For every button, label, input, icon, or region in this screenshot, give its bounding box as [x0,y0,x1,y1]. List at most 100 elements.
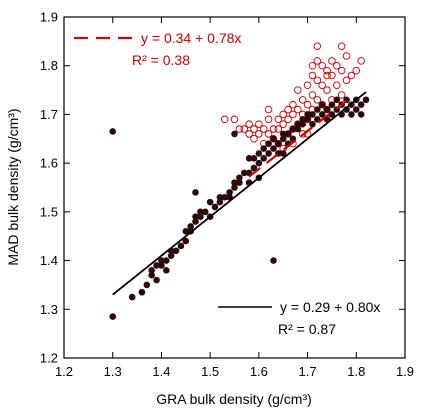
filled-point-76 [333,96,341,104]
x-tick-label-5: 1.7 [299,364,317,379]
filled-point-47 [265,150,272,157]
open-point-29 [294,86,302,94]
open-point-34 [298,130,307,138]
x-tick-label-0: 1.2 [55,364,73,379]
filled-point-3 [138,288,146,296]
filled-point-86 [357,111,365,118]
plot-frame [63,16,406,359]
open-point-43 [313,76,322,85]
axis-ticks: 1.2 1.3 1.4 1.5 1.6 1.7 1.8 1.9 1.2 1.3 1.4 1.5 1.6 1… [40,10,414,380]
legend-red-r2: R² = 0.38 [132,52,190,68]
open-point-59 [342,52,351,60]
open-point-48 [323,66,331,75]
y-tick-label-4: 1.6 [40,156,58,171]
open-point-62 [352,66,361,75]
open-point-7 [250,135,258,143]
black-fit-line [112,91,367,296]
filled-point-11 [163,267,170,274]
open-point-8 [255,120,263,128]
filled-point-20 [187,223,194,230]
open-point-1 [230,115,239,124]
open-point-55 [333,81,341,89]
filled-point-89 [245,154,253,162]
filled-point-69 [318,111,326,118]
filled-point-35 [231,179,238,186]
filled-point-63 [304,116,311,123]
x-tick-label-2: 1.4 [152,364,170,379]
open-point-16 [274,115,283,124]
filled-point-9 [158,262,165,269]
filled-point-61 [299,120,307,128]
filled-point-5 [148,271,155,279]
y-tick-label-5: 1.7 [40,107,58,122]
filled-point-74 [328,111,336,118]
filled-point-54 [279,130,287,138]
open-point-58 [337,91,346,99]
filled-point-4 [143,281,151,289]
filled-point-44 [255,150,263,157]
filled-point-22 [192,213,199,221]
open-point-20 [279,120,287,128]
y-tick-label-7: 1.9 [40,10,58,25]
filled-point-64 [304,111,311,118]
filled-point-90 [270,257,277,264]
filled-point-15 [172,247,180,255]
filled-point-70 [318,101,326,108]
x-tick-label-6: 1.8 [347,364,365,379]
open-point-25 [289,100,297,109]
filled-point-53 [279,135,287,143]
open-point-5 [245,120,253,128]
x-tick-label-7: 1.9 [396,364,414,379]
open-point-51 [328,57,336,65]
open-point-39 [308,71,317,80]
open-point-45 [318,61,326,70]
filled-point-66 [309,120,316,128]
filled-point-31 [221,193,229,201]
open-point-42 [313,57,322,65]
filled-point-60 [294,120,302,128]
filled-point-67 [314,106,321,113]
open-point-30 [294,105,302,114]
filled-point-46 [260,145,268,152]
open-point-26 [289,110,297,119]
filled-point-29 [216,198,224,206]
filled-point-12 [163,257,170,264]
filled-point-10 [158,257,165,264]
filled-point-17 [182,237,190,245]
open-point-54 [333,61,341,70]
x-tick-label-1: 1.3 [104,364,122,379]
legend-red-equation: y = 0.34 + 0.78x [141,30,241,46]
filled-point-24 [197,208,204,216]
filled-point-65 [309,111,316,118]
open-point-13 [264,130,273,138]
filled-circle-series [109,96,370,320]
open-point-32 [298,96,307,104]
filled-point-13 [167,252,175,259]
filled-point-49 [270,145,277,152]
open-point-0 [221,115,229,124]
x-axis-title: GRA bulk density (g/cm³) [156,391,312,407]
filled-point-25 [201,208,209,216]
filled-point-43 [255,159,263,167]
open-point-9 [255,130,263,138]
open-point-3 [240,125,248,133]
y-axis-title: MAD bulk density (g/cm³) [5,108,21,265]
open-point-64 [308,61,317,70]
open-point-44 [313,96,322,104]
open-point-40 [308,91,317,99]
filled-point-85 [357,101,365,108]
filled-point-91 [231,130,238,138]
open-point-12 [264,115,273,124]
x-tick-label-3: 1.5 [201,364,219,379]
filled-point-30 [216,193,224,201]
filled-point-36 [236,179,243,186]
y-tick-label-1: 1.3 [40,302,58,317]
filled-point-48 [265,140,272,147]
open-point-35 [303,81,312,89]
filled-point-0 [109,313,117,320]
filled-point-41 [250,164,258,172]
open-point-4 [245,130,253,138]
filled-point-51 [275,140,282,147]
y-tick-label-6: 1.8 [40,58,58,73]
open-point-10 [259,125,268,133]
